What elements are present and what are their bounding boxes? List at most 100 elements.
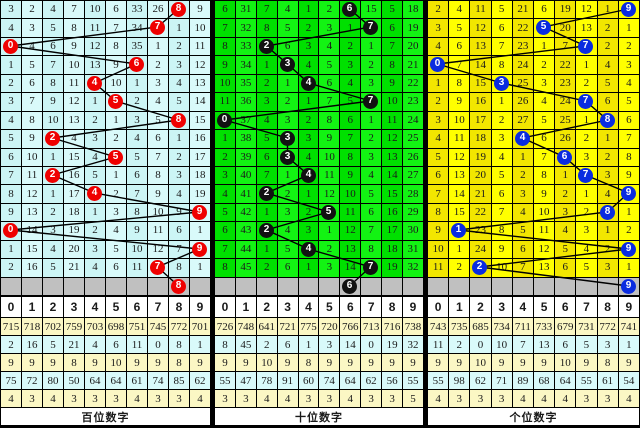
- grid-cell[interactable]: 33: [234, 36, 257, 57]
- grid-cell[interactable]: 4: [596, 55, 619, 75]
- grid-cell[interactable]: 8: [126, 202, 148, 223]
- grid-cell[interactable]: 2: [0, 258, 22, 278]
- grid-cell[interactable]: 1: [189, 258, 211, 278]
- grid-cell[interactable]: 2: [255, 258, 278, 278]
- grid-cell[interactable]: 9: [63, 36, 85, 57]
- grid-cell[interactable]: 3: [21, 18, 43, 38]
- grid-cell[interactable]: 2: [214, 147, 236, 167]
- grid-cell[interactable]: 4: [360, 165, 383, 186]
- grid-cell[interactable]: 22: [402, 73, 425, 94]
- grid-cell[interactable]: 7: [255, 0, 278, 20]
- grid-cell[interactable]: 5: [105, 239, 127, 260]
- grid-cell[interactable]: 11: [21, 165, 43, 186]
- grid-cell[interactable]: 1: [255, 55, 278, 75]
- grid-cell[interactable]: 3: [297, 221, 320, 241]
- grid-cell[interactable]: 4: [532, 92, 556, 112]
- grid-cell[interactable]: 18: [189, 165, 211, 186]
- grid-cell[interactable]: 2: [297, 18, 320, 38]
- grid-cell[interactable]: 8: [21, 110, 43, 131]
- grid-cell[interactable]: 19: [402, 18, 425, 38]
- grid-cell[interactable]: 24: [554, 92, 577, 112]
- grid-cell[interactable]: 1: [617, 18, 640, 38]
- grid-cell[interactable]: 3: [360, 147, 383, 167]
- grid-cell[interactable]: 21: [469, 184, 492, 204]
- grid-cell[interactable]: 7: [490, 36, 513, 57]
- grid-cell[interactable]: 22: [554, 55, 577, 75]
- grid-cell[interactable]: 11: [189, 36, 211, 57]
- grid-cell[interactable]: 7: [617, 129, 640, 149]
- grid-cell[interactable]: 43: [234, 221, 257, 241]
- grid-cell[interactable]: 15: [469, 73, 492, 94]
- grid-cell[interactable]: 1: [168, 129, 190, 149]
- grid-cell[interactable]: 8: [360, 239, 383, 260]
- grid-cell[interactable]: 35: [126, 36, 148, 57]
- grid-cell[interactable]: 6: [105, 0, 127, 20]
- grid-cell[interactable]: 5: [596, 73, 619, 94]
- grid-cell[interactable]: 1: [575, 184, 598, 204]
- grid-cell[interactable]: 1: [255, 239, 278, 260]
- grid-cell[interactable]: 25: [402, 129, 425, 149]
- grid-cell[interactable]: 9: [147, 184, 169, 204]
- grid-cell[interactable]: 36: [234, 92, 257, 112]
- grid-cell[interactable]: 5: [381, 0, 404, 20]
- number-marker-ball[interactable]: 9: [621, 1, 637, 17]
- grid-cell[interactable]: 2: [596, 147, 619, 167]
- grid-cell[interactable]: 9: [126, 221, 148, 241]
- grid-cell[interactable]: 7: [490, 202, 513, 223]
- grid-cell[interactable]: 4: [427, 36, 450, 57]
- grid-cell[interactable]: 4: [126, 129, 148, 149]
- grid-cell[interactable]: 1: [554, 165, 577, 186]
- grid-cell[interactable]: 20: [402, 36, 425, 57]
- grid-cell[interactable]: 6: [318, 73, 341, 94]
- grid-cell[interactable]: 11: [532, 221, 556, 241]
- grid-cell[interactable]: 10: [21, 147, 43, 167]
- grid-cell[interactable]: 23: [511, 36, 534, 57]
- grid-cell[interactable]: 13: [469, 36, 492, 57]
- number-marker-ball[interactable]: 8: [600, 112, 616, 128]
- grid-cell[interactable]: 8: [255, 18, 278, 38]
- grid-cell[interactable]: 3: [575, 221, 598, 241]
- grid-cell[interactable]: 4: [147, 92, 169, 112]
- grid-cell[interactable]: 12: [339, 221, 362, 241]
- grid-cell[interactable]: 14: [21, 221, 43, 241]
- grid-cell[interactable]: 20: [63, 239, 85, 260]
- grid-cell[interactable]: 1: [617, 202, 640, 223]
- grid-cell[interactable]: 2: [276, 92, 299, 112]
- grid-cell[interactable]: 8: [532, 165, 556, 186]
- number-marker-ball[interactable]: 4: [301, 241, 316, 257]
- grid-cell[interactable]: 8: [105, 36, 127, 57]
- grid-cell[interactable]: 1: [126, 73, 148, 94]
- grid-cell[interactable]: 31: [402, 239, 425, 260]
- grid-cell[interactable]: 3: [297, 36, 320, 57]
- grid-cell[interactable]: 9: [532, 184, 556, 204]
- grid-cell[interactable]: 1: [0, 55, 22, 75]
- grid-cell[interactable]: 17: [381, 221, 404, 241]
- grid-cell[interactable]: 1: [339, 18, 362, 38]
- grid-cell[interactable]: 15: [189, 110, 211, 131]
- grid-cell[interactable]: 13: [575, 18, 598, 38]
- number-marker-ball[interactable]: 9: [192, 241, 207, 257]
- grid-cell[interactable]: 11: [147, 221, 169, 241]
- grid-cell[interactable]: 3: [255, 92, 278, 112]
- grid-cell[interactable]: 2: [168, 36, 190, 57]
- grid-cell[interactable]: 18: [63, 202, 85, 223]
- grid-cell[interactable]: 11: [448, 129, 471, 149]
- grid-cell[interactable]: 13: [448, 165, 471, 186]
- grid-cell[interactable]: 5: [490, 165, 513, 186]
- grid-cell[interactable]: 1: [297, 258, 320, 278]
- grid-cell[interactable]: 44: [234, 239, 257, 260]
- grid-cell[interactable]: 8: [147, 165, 169, 186]
- grid-cell[interactable]: 7: [318, 92, 341, 112]
- grid-cell[interactable]: 9: [318, 129, 341, 149]
- grid-cell[interactable]: 5: [339, 92, 362, 112]
- grid-cell[interactable]: 12: [381, 129, 404, 149]
- grid-cell[interactable]: 13: [381, 147, 404, 167]
- grid-cell[interactable]: 5: [168, 92, 190, 112]
- grid-cell[interactable]: 11: [84, 18, 106, 38]
- grid-cell[interactable]: 2: [147, 55, 169, 75]
- grid-cell[interactable]: 11: [339, 202, 362, 223]
- grid-cell[interactable]: 2: [360, 129, 383, 149]
- grid-cell[interactable]: 6: [554, 258, 577, 278]
- grid-cell[interactable]: 2: [617, 221, 640, 241]
- grid-cell[interactable]: 6: [276, 36, 299, 57]
